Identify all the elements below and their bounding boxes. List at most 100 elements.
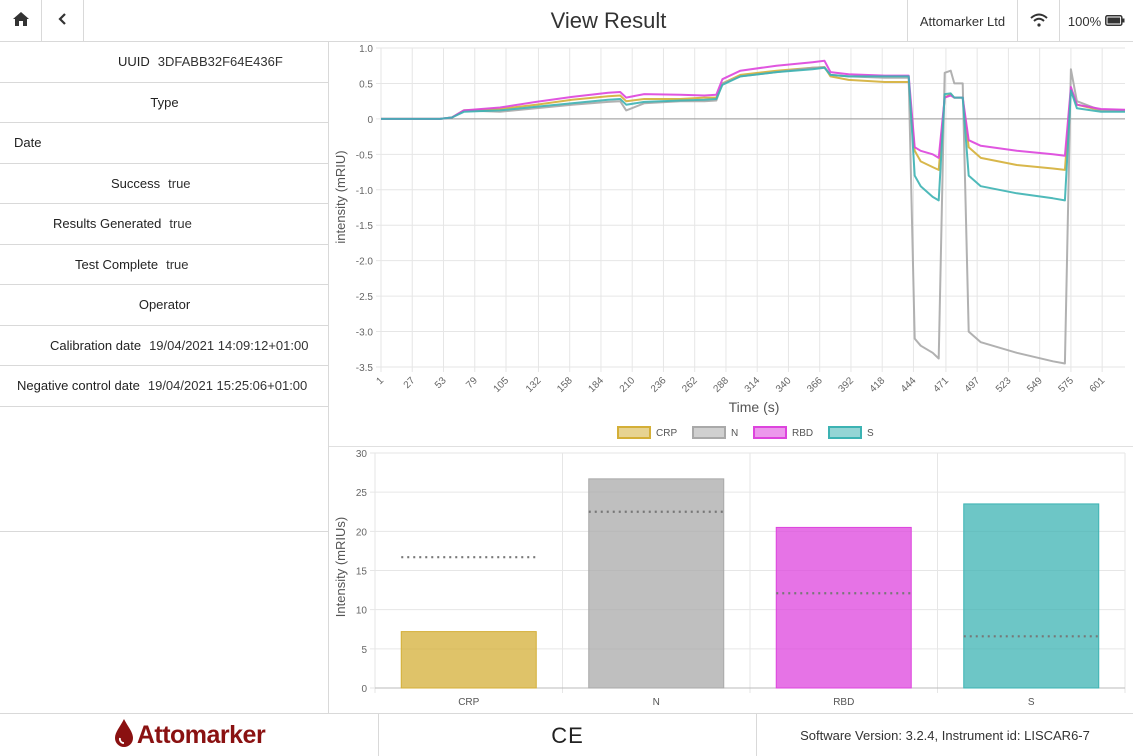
line-chart-x-ticks: 1 27 53 79 105 132 158 184 210 236 262 288 314 340 366…	[374, 375, 1107, 395]
detail-row-negative-control: Negative control date 19/04/2021 15:25:0…	[0, 366, 329, 407]
y-tick-label: -1.5	[356, 221, 374, 232]
y-tick-label: 15	[356, 567, 368, 578]
bar-chart-bars	[400, 478, 1100, 689]
wifi-icon	[1029, 13, 1048, 30]
x-tick-label: 523	[994, 375, 1014, 395]
bar-chart-y-ticks: 0 5 10 15 20 25 30	[356, 449, 368, 695]
success-label: Success	[111, 175, 161, 191]
x-tick-label: 497	[963, 375, 983, 395]
detail-row-date: Date	[0, 123, 329, 164]
battery-icon	[1105, 14, 1125, 29]
chart-divider	[329, 446, 1133, 447]
ce-mark: CE	[379, 714, 757, 756]
legend-swatch-rbd	[753, 426, 787, 439]
y-tick-label: 10	[356, 606, 368, 617]
x-tick-label: 236	[649, 375, 669, 395]
y-tick-label: 1.0	[359, 44, 373, 55]
results-generated-label: Results Generated	[53, 216, 162, 232]
y-tick-label: -2.0	[356, 257, 374, 268]
y-tick-label: 0	[367, 115, 373, 126]
x-tick-label-n: N	[653, 697, 660, 708]
y-tick-label: 30	[356, 449, 368, 460]
legend-swatch-n	[692, 426, 726, 439]
line-chart-legend: CRP N RBD S	[617, 426, 874, 439]
results-generated-value: true	[169, 216, 192, 232]
calibration-value: 19/04/2021 14:09:12+01:00	[149, 337, 309, 353]
blood-drop-icon	[113, 718, 135, 753]
calibration-label: Calibration date	[50, 337, 142, 353]
y-tick-label: -1.0	[356, 186, 374, 197]
test-complete-label: Test Complete	[75, 256, 159, 272]
line-chart-grid	[376, 47, 1125, 372]
x-tick-label: 601	[1088, 375, 1108, 395]
legend-label-s: S	[867, 428, 874, 439]
legend-label-crp: CRP	[656, 428, 677, 439]
series-line-s	[381, 66, 1125, 202]
x-tick-label: 184	[586, 375, 606, 395]
line-chart-series	[381, 59, 1126, 365]
footer-bar: Attomarker CE Software Version: 3.2.4, I…	[0, 713, 1133, 756]
x-tick-label: 132	[524, 375, 544, 395]
company-name: Attomarker Ltd	[907, 0, 1017, 42]
x-tick-label: 575	[1056, 375, 1076, 395]
x-tick-label-crp: CRP	[458, 697, 479, 708]
intensity-bar-chart: 0 5 10 15 20 25 30 CRP N RBD S Intensity (mRIUs)	[333, 449, 1126, 708]
home-button[interactable]	[0, 0, 42, 42]
y-tick-label: 5	[361, 645, 367, 656]
y-tick-label: -3.5	[356, 363, 374, 374]
x-tick-label: 418	[868, 375, 888, 395]
line-chart-y-ticks: 1.0 0.5 0 -0.5 -1.0 -1.5 -2.0 -2.5 -3.0 -3.5	[356, 44, 374, 374]
x-tick-label-rbd: RBD	[833, 697, 854, 708]
result-details-panel: UUID 3DFABB32F64E436F Type Date Success …	[0, 42, 329, 713]
back-button[interactable]	[42, 0, 84, 42]
x-tick-label-s: S	[1028, 697, 1035, 708]
detail-row-calibration: Calibration date 19/04/2021 14:09:12+01:…	[0, 326, 329, 366]
x-tick-label: 105	[492, 375, 512, 395]
line-chart-x-label: Time (s)	[729, 399, 780, 415]
sensorgram-chart: 1.0 0.5 0 -0.5 -1.0 -1.5 -2.0 -2.5 -3.0 -3.5 1 27 5…	[333, 44, 1126, 439]
x-tick-label: 210	[618, 375, 638, 395]
detail-row-type: Type	[0, 83, 329, 123]
legend-label-rbd: RBD	[792, 428, 813, 439]
detail-row-operator: Operator	[0, 285, 329, 326]
date-label: Date	[14, 135, 42, 151]
wifi-status[interactable]	[1017, 0, 1059, 42]
x-tick-label: 392	[837, 375, 857, 395]
legend-swatch-crp	[617, 426, 651, 439]
success-value: true	[168, 175, 191, 191]
bar-chart-x-ticks: CRP N RBD S	[458, 697, 1035, 708]
uuid-label: UUID	[118, 54, 150, 70]
footer-logo: Attomarker	[0, 714, 379, 756]
y-tick-label: 0	[361, 684, 367, 695]
logo-text: Attomarker	[136, 721, 266, 749]
x-tick-label: 340	[774, 375, 794, 395]
type-label: Type	[150, 94, 179, 110]
x-tick-label: 288	[711, 375, 731, 395]
bar-rbd	[775, 526, 912, 689]
y-tick-label: -2.5	[356, 292, 374, 303]
detail-row-test-complete: Test Complete true	[0, 245, 329, 285]
bar-s	[963, 503, 1100, 689]
bar-crp	[400, 631, 537, 689]
software-version: Software Version: 3.2.4, Instrument id: …	[800, 728, 1090, 743]
battery-level: 100%	[1067, 13, 1102, 29]
bar-chart-y-label: Intensity (mRIUs)	[333, 517, 348, 617]
chevron-left-icon	[57, 12, 68, 31]
x-tick-label: 158	[555, 375, 575, 395]
x-tick-label: 27	[402, 375, 418, 391]
battery-status: 100%	[1059, 0, 1133, 42]
bar-n	[588, 478, 725, 689]
line-chart-y-label: intensity (mRIU)	[333, 150, 348, 243]
y-tick-label: -0.5	[356, 150, 374, 161]
negative-control-value: 19/04/2021 15:25:06+01:00	[147, 378, 308, 394]
legend-swatch-s	[828, 426, 862, 439]
x-tick-label: 1	[374, 375, 386, 387]
series-line-rbd	[381, 59, 1126, 159]
uuid-value: 3DFABB32F64E436F	[157, 54, 283, 70]
y-tick-label: -3.0	[356, 328, 374, 339]
y-tick-label: 25	[356, 488, 368, 499]
detail-row-results-generated: Results Generated true	[0, 204, 329, 245]
legend-label-n: N	[731, 428, 738, 439]
detail-row-uuid: UUID 3DFABB32F64E436F	[0, 42, 329, 83]
x-tick-label: 53	[433, 375, 449, 391]
